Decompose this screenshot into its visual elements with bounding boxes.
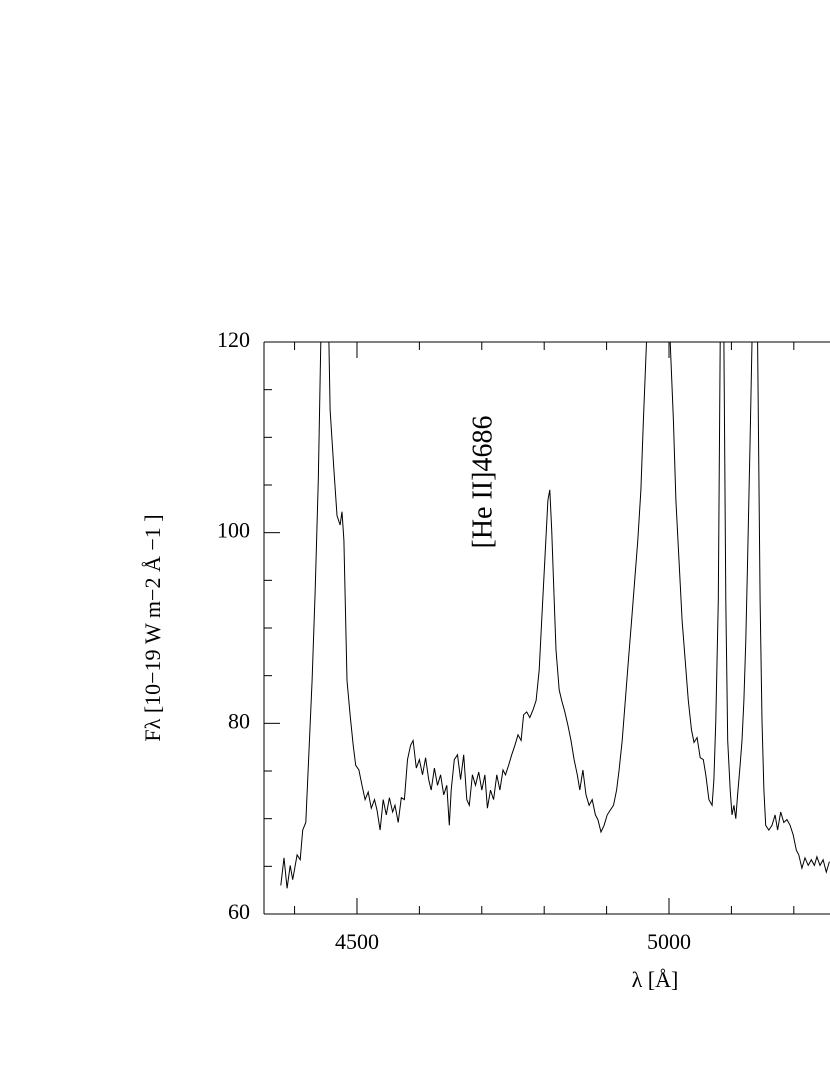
x-axis-label: λ [Å] bbox=[632, 967, 679, 992]
x-tick-label: 5000 bbox=[647, 929, 691, 954]
y-tick-label: 120 bbox=[217, 327, 250, 352]
y-tick-label: 100 bbox=[217, 518, 250, 543]
spectrum-line bbox=[280, 342, 830, 889]
x-tick-label: 4500 bbox=[335, 929, 379, 954]
y-axis-label: Fλ [10−19 W m−2 Å −1 ] bbox=[140, 514, 165, 741]
y-tick-label: 80 bbox=[228, 708, 250, 733]
annotation: [He II]4686 bbox=[467, 416, 498, 549]
y-tick-label: 60 bbox=[228, 899, 250, 924]
